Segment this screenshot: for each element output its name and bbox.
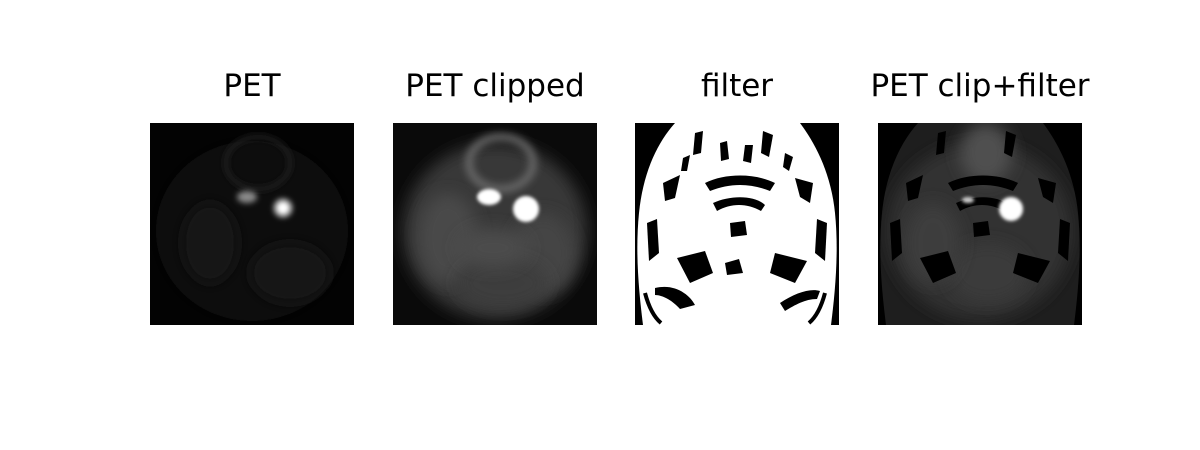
pet-clip-filter-image [878, 123, 1082, 325]
panel-title-pet-clipped: PET clipped [405, 68, 585, 104]
panel-title-pet-clip-filter: PET clip+filter [870, 68, 1090, 104]
pet-clipped-image [393, 123, 597, 325]
pet-scan-image [150, 123, 354, 325]
panel-title-pet: PET [223, 68, 281, 104]
panel-title-filter: filter [700, 68, 774, 104]
binary-filter-mask-image [635, 123, 839, 325]
